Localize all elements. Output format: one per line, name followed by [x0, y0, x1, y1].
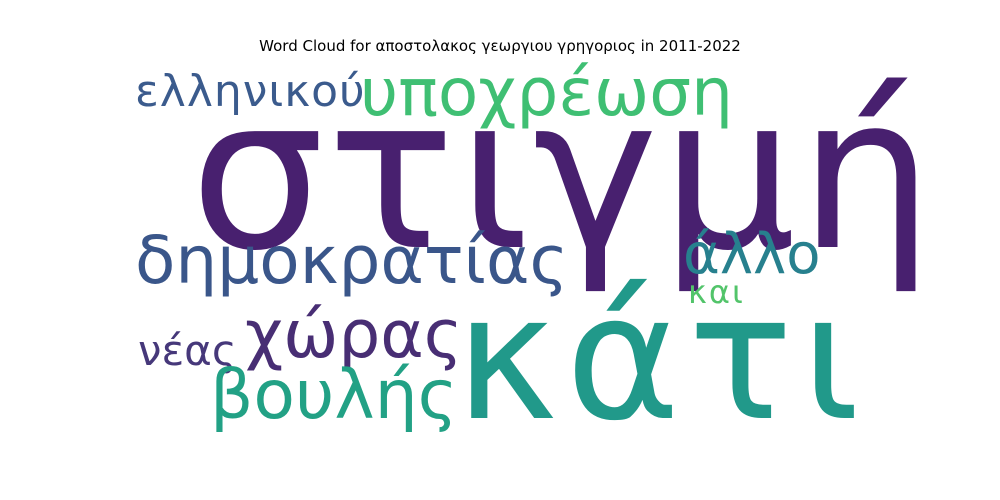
word-stigmi: στιγμή: [190, 50, 937, 297]
word-allo: άλλο: [683, 222, 821, 287]
word-voulis: βουλής: [210, 356, 458, 435]
word-ypochreosi: υποχρέωση: [360, 54, 733, 131]
chart-title: Word Cloud for αποστολακος γεωργιου γρηγ…: [259, 37, 741, 55]
word-kati: κάτι: [455, 257, 868, 460]
word-ellinikou: ελληνικού: [135, 66, 366, 117]
word-kai: και: [688, 273, 745, 311]
word-choras: χώρας: [245, 296, 463, 373]
word-dimokratias: δημοκρατίας: [135, 222, 569, 299]
word-neas: νέας: [138, 326, 237, 375]
